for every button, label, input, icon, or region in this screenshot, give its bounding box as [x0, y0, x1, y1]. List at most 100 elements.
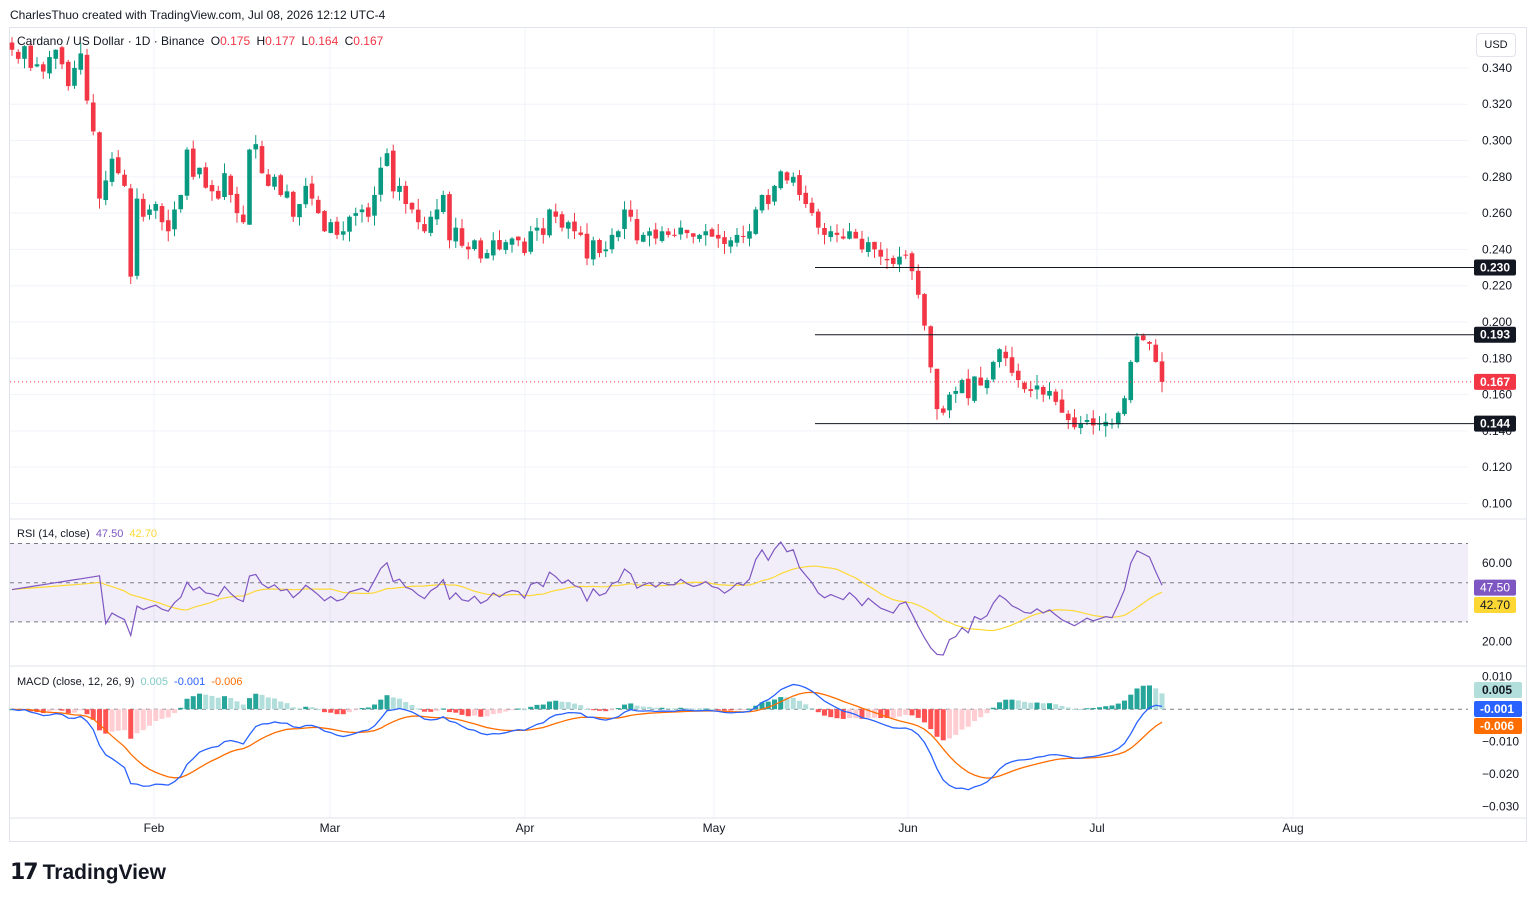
rsi-legend[interactable]: RSI (14, close) 47.50 42.70 — [17, 528, 160, 540]
macd-hist-bar — [247, 698, 252, 710]
macd-hist-bar — [522, 709, 527, 711]
tradingview-wordmark: TradingView — [42, 860, 166, 884]
macd-hist-bar — [1078, 709, 1084, 711]
candle-body — [147, 209, 152, 215]
candle-body — [597, 239, 602, 254]
macd-hist-bar — [609, 709, 615, 711]
candle-body — [153, 204, 159, 211]
macd-hist-bar — [303, 706, 309, 710]
candle-body — [365, 207, 371, 217]
candle-body — [453, 227, 459, 242]
chart-frame — [9, 27, 1527, 842]
last-price-label: 0.167 — [1480, 375, 1510, 389]
macd-hist-bar — [497, 709, 502, 714]
candle-body — [84, 54, 90, 101]
macd-hist-bar — [684, 708, 690, 710]
macd-hist-bar — [647, 706, 652, 710]
candle-body — [884, 258, 890, 261]
rsi-label[interactable]: RSI (14, close) — [17, 528, 90, 540]
macd-hist-bar — [834, 709, 840, 719]
macd-hist-bar — [665, 708, 671, 710]
macd-hist-bar — [178, 707, 184, 710]
macd-legend[interactable]: MACD (close, 12, 26, 9) 0.005 -0.001 -0.… — [17, 676, 246, 688]
candle-body — [659, 231, 665, 241]
macd-hist-bar — [1059, 705, 1065, 710]
macd-hist-bar — [703, 708, 709, 710]
macd-hist-bar — [234, 701, 240, 710]
candle-body — [972, 376, 977, 401]
macd-hist-bar — [547, 701, 552, 710]
candle-body — [709, 229, 715, 237]
price-legend[interactable]: Cardano / US Dollar · 1D · Binance O0.17… — [17, 34, 386, 48]
macd-y-tick-label: −0.020 — [1482, 767, 1519, 781]
y-tick-label: 0.340 — [1482, 61, 1512, 75]
macd-hist-bar — [122, 709, 127, 731]
macd-hist-bar — [1122, 700, 1127, 710]
macd-hist-bar — [53, 709, 59, 711]
currency-button[interactable]: USD — [1476, 33, 1516, 57]
candle-body — [115, 157, 121, 174]
candle-body — [1140, 335, 1146, 341]
macd-hist-bar — [847, 709, 852, 719]
candle-body — [978, 377, 984, 386]
candle-body — [628, 209, 634, 217]
candle-body — [53, 49, 59, 59]
candle-body — [684, 229, 690, 234]
macd-hist-bar — [853, 709, 859, 719]
macd-hist-bar — [809, 708, 815, 710]
candle-body — [109, 158, 115, 182]
candle-body — [872, 241, 877, 250]
candle-body — [65, 61, 71, 87]
candle-body — [122, 174, 127, 186]
level-price-badge — [1474, 259, 1516, 276]
macd-hist-bar — [590, 709, 596, 711]
candle-body — [334, 221, 340, 235]
candle-body — [478, 240, 484, 259]
candle-body — [1065, 413, 1071, 420]
candle-body — [390, 150, 396, 192]
macd-hist-bar — [578, 705, 584, 710]
candle-body — [259, 146, 265, 174]
tradingview-logo[interactable]: 17 TradingView — [10, 860, 166, 885]
macd-hist-bar — [909, 709, 915, 716]
tradingview-logo-icon: 17 — [10, 860, 39, 885]
candle-body — [34, 64, 40, 67]
macd-hist-bar — [915, 709, 921, 718]
rsi-y-tick-label: 20.00 — [1482, 634, 1512, 648]
candle-body — [234, 193, 240, 214]
macd-hist-bar — [940, 709, 946, 741]
macd-line-value: -0.001 — [174, 676, 206, 688]
macd-hist-value: 0.005 — [140, 676, 168, 688]
y-tick-label: 0.240 — [1482, 242, 1512, 256]
x-tick-label: Apr — [516, 821, 535, 835]
macd-hist-bar — [953, 709, 959, 735]
macd-label[interactable]: MACD (close, 12, 26, 9) — [17, 676, 135, 688]
macd-hist-bar — [1003, 699, 1009, 710]
candle-body — [47, 57, 52, 74]
macd-hist-bar — [397, 698, 402, 710]
candle-body — [647, 231, 652, 236]
candle-body — [415, 209, 421, 223]
macd-hist-bar — [459, 709, 465, 715]
macd-hist-bar — [1034, 702, 1040, 710]
candle-body — [822, 228, 827, 235]
macd-y-tick-label: −0.010 — [1482, 735, 1519, 749]
macd-line-badge — [1474, 701, 1522, 717]
macd-hist-bar — [140, 709, 146, 731]
candle-body — [615, 231, 621, 238]
macd-hist-bar — [672, 708, 677, 710]
candle-body — [634, 218, 640, 241]
candle-body — [1072, 417, 1077, 428]
macd-hist-bar — [272, 698, 277, 710]
candle-body — [447, 194, 452, 241]
macd-hist-bar — [340, 709, 346, 715]
symbol-label[interactable]: Cardano / US Dollar · 1D · Binance — [17, 34, 205, 48]
candle-body — [222, 173, 227, 197]
candle-body — [559, 214, 565, 228]
candle-body — [897, 256, 902, 265]
macd-hist-bar — [1115, 703, 1121, 710]
candle-body — [984, 380, 990, 389]
candle-body — [609, 234, 615, 250]
candle-body — [828, 231, 834, 238]
